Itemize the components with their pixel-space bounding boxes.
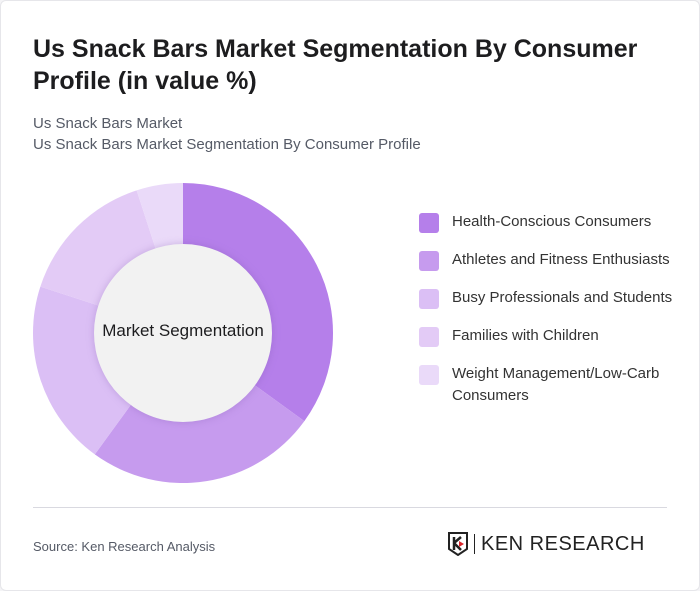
legend-item[interactable]: Weight Management/Low-Carb Consumers [419,363,679,407]
legend-swatch [419,251,439,271]
ken-research-logo: KEN RESEARCH [448,532,645,556]
logo-text: KEN RESEARCH [474,534,645,554]
legend-label: Busy Professionals and Students [452,289,673,306]
donut-hole [94,244,272,422]
ken-logo-icon [448,532,468,556]
center-label: Market Segmentation [102,321,264,340]
legend-item[interactable]: Health-Conscious Consumers [419,211,679,233]
legend-swatch [419,365,439,385]
legend-item[interactable]: Busy Professionals and Students [419,287,679,309]
legend-swatch [419,213,439,233]
subtitle-segmentation: Us Snack Bars Market Segmentation By Con… [33,136,421,153]
donut-chart [33,183,333,483]
legend-label: Athletes and Fitness Enthusiasts [452,251,670,268]
legend-item[interactable]: Families with Children [419,325,679,347]
legend-label: Weight Management/Low-Carb Consumers [452,365,660,404]
legend-label: Health-Conscious Consumers [452,213,652,230]
source-text: Source: Ken Research Analysis [33,539,216,554]
legend-swatch [419,327,439,347]
legend-swatch [419,289,439,309]
legend-label: Families with Children [452,327,599,344]
legend: Health-Conscious Consumers Athletes and F… [419,211,679,423]
chart-title: Us Snack Bars Market Segmentation By Con… [33,35,638,95]
divider [33,507,667,508]
subtitle-market: Us Snack Bars Market [33,115,183,132]
legend-item[interactable]: Athletes and Fitness Enthusiasts [419,249,679,271]
